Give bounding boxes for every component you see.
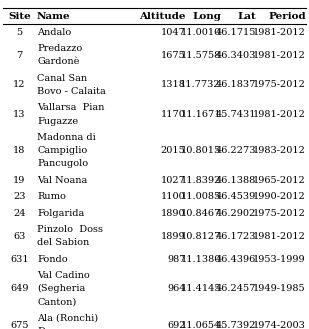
Text: 1318: 1318 bbox=[160, 80, 185, 89]
Text: del Sabion: del Sabion bbox=[37, 238, 89, 247]
Text: 1990-2012: 1990-2012 bbox=[253, 192, 306, 201]
Text: 12: 12 bbox=[13, 80, 26, 89]
Text: 11.5758: 11.5758 bbox=[181, 51, 221, 60]
Text: Long: Long bbox=[192, 13, 221, 21]
Text: 1983-2012: 1983-2012 bbox=[253, 146, 306, 155]
Text: 23: 23 bbox=[13, 192, 26, 201]
Text: 1981-2012: 1981-2012 bbox=[253, 51, 306, 60]
Text: 1975-2012: 1975-2012 bbox=[253, 80, 306, 89]
Text: Pinzolo  Doss: Pinzolo Doss bbox=[37, 225, 103, 234]
Text: Folgarida: Folgarida bbox=[37, 209, 84, 218]
Text: Fugazze: Fugazze bbox=[37, 116, 78, 126]
Text: Lat: Lat bbox=[238, 13, 256, 21]
Text: Val Cadino: Val Cadino bbox=[37, 271, 90, 280]
Text: 11.0010: 11.0010 bbox=[181, 28, 221, 37]
Text: Vallarsa  Pian: Vallarsa Pian bbox=[37, 103, 104, 113]
Text: 10.8467: 10.8467 bbox=[181, 209, 221, 218]
Text: 11.1380: 11.1380 bbox=[180, 255, 221, 264]
Text: 46.2902: 46.2902 bbox=[216, 209, 256, 218]
Text: 1047: 1047 bbox=[160, 28, 185, 37]
Text: Madonna di: Madonna di bbox=[37, 133, 96, 142]
Text: Daone: Daone bbox=[37, 327, 69, 329]
Text: 46.2457: 46.2457 bbox=[216, 284, 256, 293]
Text: Val Noana: Val Noana bbox=[37, 176, 87, 185]
Text: Predazzo: Predazzo bbox=[37, 44, 82, 53]
Text: 11.0654: 11.0654 bbox=[181, 320, 221, 329]
Text: 692: 692 bbox=[167, 320, 185, 329]
Text: 46.4396: 46.4396 bbox=[216, 255, 256, 264]
Text: Canal San: Canal San bbox=[37, 74, 87, 83]
Text: 1974-2003: 1974-2003 bbox=[253, 320, 306, 329]
Text: Campiglio: Campiglio bbox=[37, 146, 87, 155]
Text: 19: 19 bbox=[13, 176, 26, 185]
Text: 46.1715: 46.1715 bbox=[216, 28, 256, 37]
Text: Period: Period bbox=[268, 13, 306, 21]
Text: 46.1388: 46.1388 bbox=[216, 176, 256, 185]
Text: Pancugolo: Pancugolo bbox=[37, 159, 88, 168]
Text: Name: Name bbox=[37, 13, 71, 21]
Text: 1953-1999: 1953-1999 bbox=[253, 255, 306, 264]
Text: 1965-2012: 1965-2012 bbox=[253, 176, 306, 185]
Text: 45.7431: 45.7431 bbox=[216, 110, 256, 119]
Text: 1949-1985: 1949-1985 bbox=[253, 284, 306, 293]
Text: 11.8392: 11.8392 bbox=[180, 176, 221, 185]
Text: 7: 7 bbox=[16, 51, 23, 60]
Text: Canton): Canton) bbox=[37, 297, 76, 307]
Text: Gardonè: Gardonè bbox=[37, 57, 79, 66]
Text: Fondo: Fondo bbox=[37, 255, 68, 264]
Text: 13: 13 bbox=[13, 110, 26, 119]
Text: 1890: 1890 bbox=[161, 209, 185, 218]
Text: Andalo: Andalo bbox=[37, 28, 71, 37]
Text: 1899: 1899 bbox=[161, 232, 185, 241]
Text: 5: 5 bbox=[16, 28, 22, 37]
Text: 987: 987 bbox=[167, 255, 185, 264]
Text: (Segheria: (Segheria bbox=[37, 284, 85, 293]
Text: 46.1837: 46.1837 bbox=[216, 80, 256, 89]
Text: Site: Site bbox=[8, 13, 31, 21]
Text: 18: 18 bbox=[13, 146, 26, 155]
Text: 11.0085: 11.0085 bbox=[181, 192, 221, 201]
Text: 1170: 1170 bbox=[160, 110, 185, 119]
Text: 1981-2012: 1981-2012 bbox=[253, 110, 306, 119]
Text: Bovo - Calaita: Bovo - Calaita bbox=[37, 87, 106, 96]
Text: 10.8127: 10.8127 bbox=[180, 232, 221, 241]
Text: 24: 24 bbox=[13, 209, 26, 218]
Text: 1981-2012: 1981-2012 bbox=[253, 28, 306, 37]
Text: 631: 631 bbox=[10, 255, 29, 264]
Text: 46.1723: 46.1723 bbox=[216, 232, 256, 241]
Text: 1675: 1675 bbox=[161, 51, 185, 60]
Text: Rumo: Rumo bbox=[37, 192, 66, 201]
Text: 2015: 2015 bbox=[161, 146, 185, 155]
Text: 1975-2012: 1975-2012 bbox=[253, 209, 306, 218]
Text: 11.1671: 11.1671 bbox=[180, 110, 221, 119]
Text: 10.8015: 10.8015 bbox=[181, 146, 221, 155]
Text: 11.4145: 11.4145 bbox=[180, 284, 221, 293]
Text: 11.7732: 11.7732 bbox=[180, 80, 221, 89]
Text: 1100: 1100 bbox=[161, 192, 185, 201]
Text: 964: 964 bbox=[167, 284, 185, 293]
Text: 46.4539: 46.4539 bbox=[216, 192, 256, 201]
Text: 46.2273: 46.2273 bbox=[216, 146, 256, 155]
Text: Altitude: Altitude bbox=[139, 13, 185, 21]
Text: 1027: 1027 bbox=[160, 176, 185, 185]
Text: Ala (Ronchi): Ala (Ronchi) bbox=[37, 314, 98, 323]
Text: 45.7392: 45.7392 bbox=[216, 320, 256, 329]
Text: 63: 63 bbox=[13, 232, 26, 241]
Text: 649: 649 bbox=[10, 284, 28, 293]
Text: 1981-2012: 1981-2012 bbox=[253, 232, 306, 241]
Text: 46.3403: 46.3403 bbox=[216, 51, 256, 60]
Text: 675: 675 bbox=[10, 320, 28, 329]
